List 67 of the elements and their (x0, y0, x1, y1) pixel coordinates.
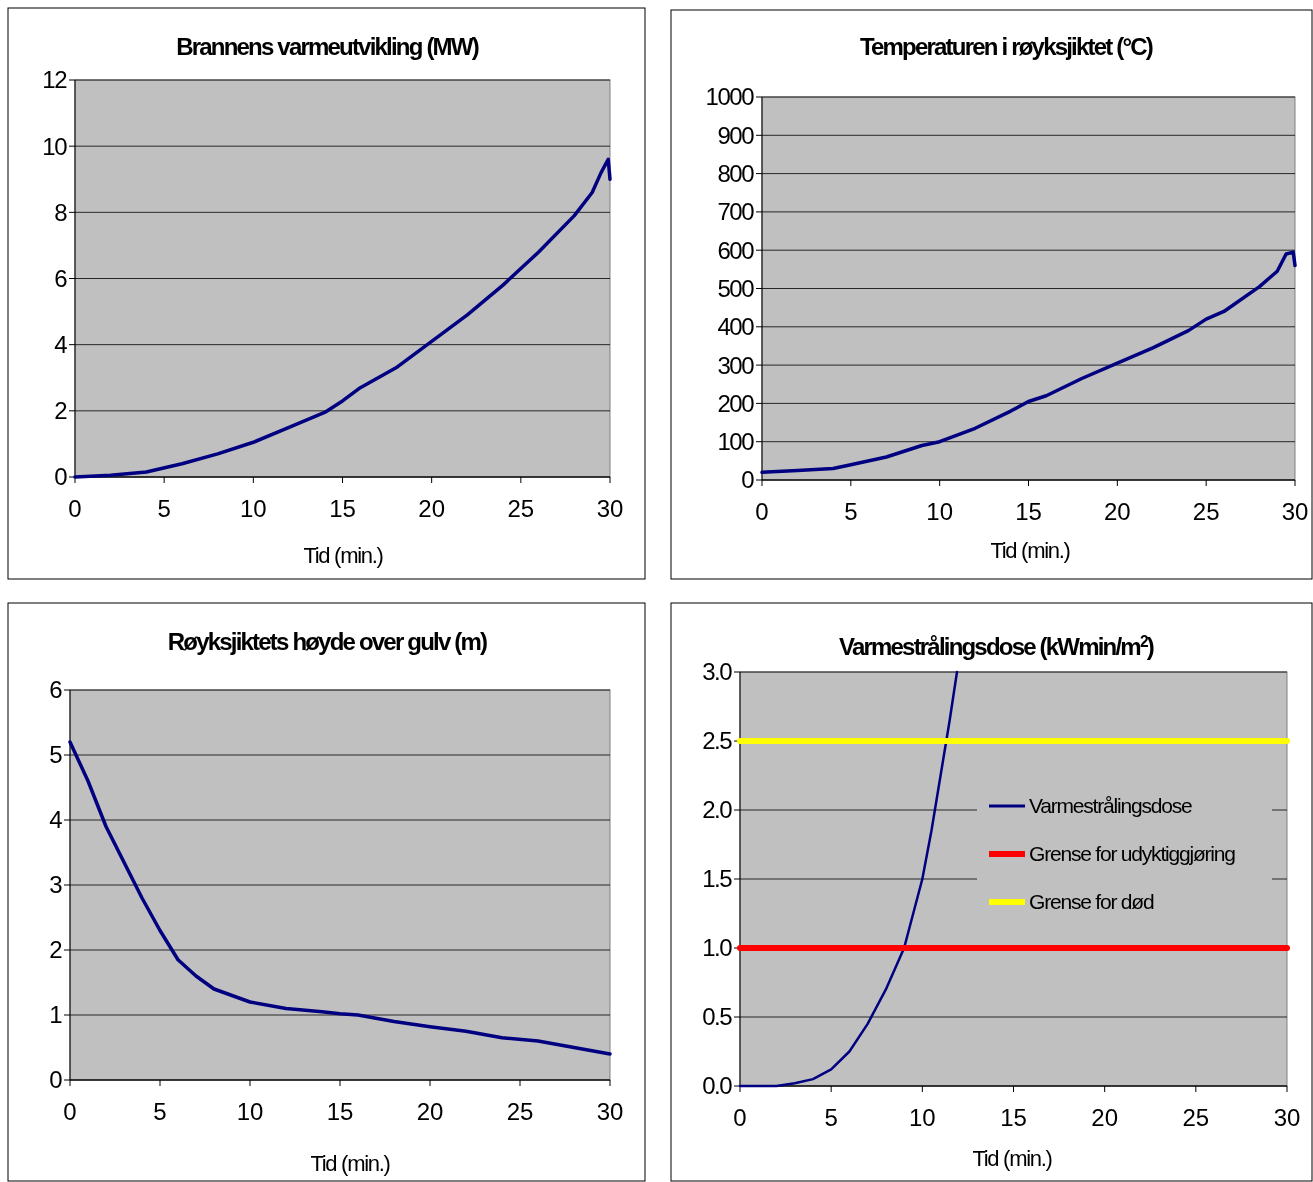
y-tick-label: 700 (717, 198, 755, 226)
y-tick-label: 100 (717, 428, 755, 456)
y-tick-label: 5 (49, 741, 63, 769)
y-tick-label: 1.5 (702, 865, 733, 893)
y-tick-label: 400 (717, 313, 755, 341)
y-tick-label: 0 (54, 463, 68, 491)
x-tick-label: 25 (506, 1098, 534, 1125)
y-tick-label: 500 (717, 274, 755, 302)
x-tick-label: 20 (1091, 1104, 1119, 1131)
y-tick-label: 0.5 (702, 1003, 733, 1031)
y-tick-label: 2.0 (702, 796, 733, 824)
y-tick-label: 1.0 (702, 934, 733, 962)
y-tick-label: 3.0 (702, 658, 733, 686)
x-tick-label: 25 (507, 495, 535, 522)
x-tick-label: 25 (1182, 1104, 1210, 1131)
x-tick-label: 5 (844, 498, 858, 525)
y-tick-label: 0 (741, 466, 755, 494)
x-tick-label: 30 (596, 1098, 624, 1125)
x-axis-title: Tid (min.) (990, 538, 1070, 563)
chart-title: Varmestrålingsdose (kWmin/m$^{2}$) (839, 632, 1154, 660)
y-tick-label: 600 (717, 236, 755, 264)
x-axis-title: Tid (min.) (303, 543, 383, 568)
y-tick-label: 2.5 (702, 727, 733, 755)
y-tick-label: 0 (49, 1066, 63, 1094)
x-tick-label: 20 (1103, 498, 1131, 525)
y-tick-label: 4 (54, 331, 68, 359)
y-tick-label: 12 (42, 66, 68, 94)
x-tick-label: 30 (596, 495, 624, 522)
chart-title: Temperaturen i røyksjiktet (°C) (859, 33, 1153, 60)
legend-label: Grense for udyktiggjøring (1029, 842, 1236, 866)
x-tick-label: 30 (1273, 1104, 1301, 1131)
y-tick-label: 2 (49, 936, 63, 964)
y-tick-label: 0.0 (702, 1072, 733, 1100)
x-tick-label: 25 (1192, 498, 1220, 525)
legend-label: Varmestrålingsdose (1029, 794, 1192, 818)
y-tick-label: 800 (717, 160, 755, 187)
y-tick-label: 900 (717, 121, 755, 149)
y-tick-label: 8 (54, 198, 68, 226)
y-tick-label: 200 (717, 389, 755, 417)
y-tick-label: 2 (54, 397, 68, 425)
x-tick-label: 10 (926, 498, 954, 525)
x-tick-label: 30 (1281, 498, 1309, 525)
chart-title: Røyksjiktets høyde over gulv (m) (167, 628, 488, 655)
chart-title: Brannens varmeutvikling (MW) (176, 33, 479, 60)
x-tick-label: 10 (236, 1098, 264, 1125)
y-tick-label: 1000 (705, 83, 755, 111)
x-tick-label: 10 (239, 495, 267, 522)
x-axis-title: Tid (min.) (310, 1151, 390, 1176)
y-tick-label: 3 (49, 871, 63, 899)
legend-label: Grense for død (1029, 890, 1154, 914)
y-tick-label: 6 (49, 676, 63, 704)
y-tick-label: 4 (49, 806, 63, 834)
x-tick-label: 15 (329, 495, 356, 522)
x-tick-label: 5 (157, 495, 171, 522)
x-tick-label: 15 (1015, 498, 1042, 525)
x-axis-title: Tid (min.) (972, 1146, 1052, 1171)
y-tick-label: 1 (49, 1001, 63, 1029)
x-tick-label: 20 (416, 1098, 444, 1125)
y-tick-label: 300 (717, 351, 755, 379)
x-tick-label: 10 (908, 1104, 936, 1131)
x-tick-label: 15 (326, 1098, 354, 1125)
x-tick-label: 5 (824, 1104, 838, 1131)
y-tick-label: 6 (54, 264, 68, 292)
y-tick-label: 10 (42, 132, 68, 160)
x-tick-label: 5 (153, 1098, 167, 1125)
x-tick-label: 20 (418, 495, 446, 522)
x-tick-label: 15 (1000, 1104, 1027, 1131)
